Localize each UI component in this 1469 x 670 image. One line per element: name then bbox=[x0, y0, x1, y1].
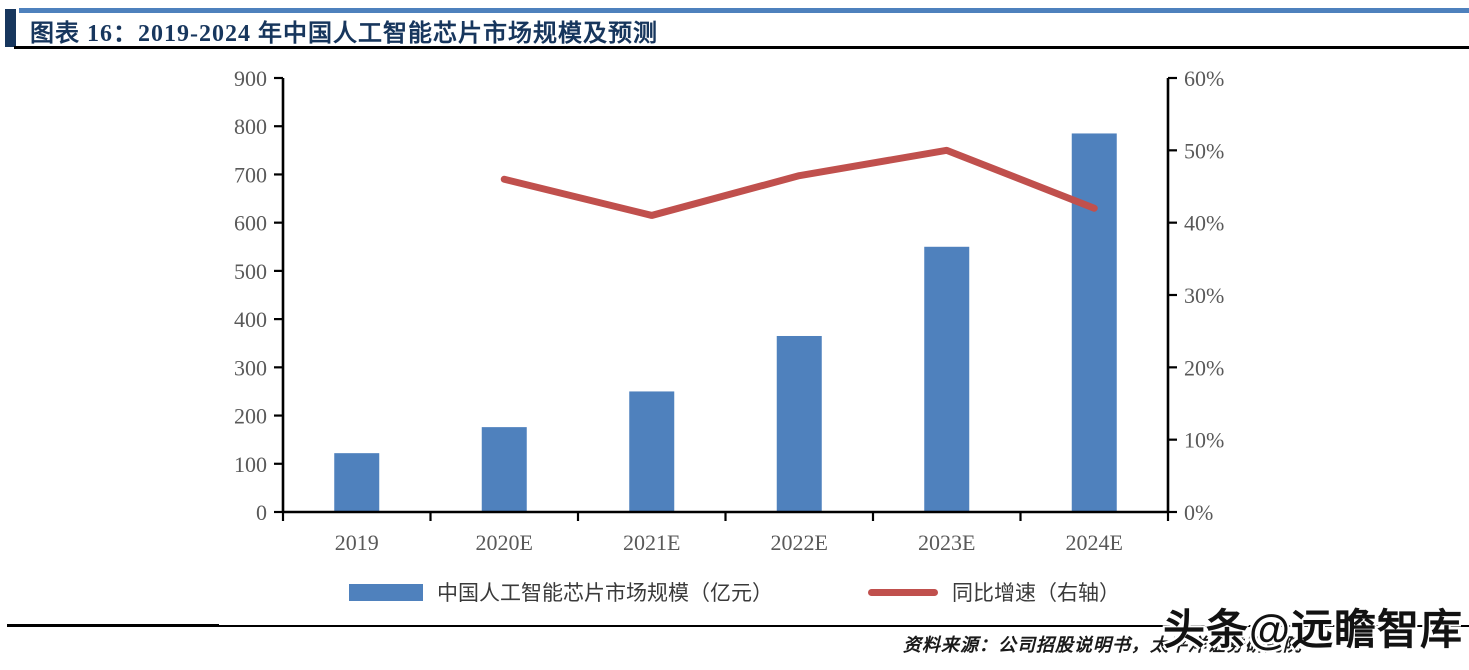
bar-series-label: 中国人工智能芯片市场规模（亿元） bbox=[437, 581, 773, 605]
watermark: 头条@远瞻智库 bbox=[1163, 606, 1463, 653]
bar-2024E bbox=[1071, 133, 1117, 512]
left-tick-label-900: 900 bbox=[234, 66, 267, 91]
left-tick-label-800: 800 bbox=[234, 114, 267, 139]
left-tick-label-300: 300 bbox=[234, 355, 267, 380]
growth-line bbox=[500, 146, 1098, 219]
chart-legend: 中国人工智能芯片市场规模（亿元） 同比增速（右轴） bbox=[0, 577, 1469, 607]
title-underline bbox=[14, 46, 1469, 49]
bar-2022E bbox=[776, 335, 822, 512]
x-label-2021E: 2021E bbox=[623, 530, 680, 555]
right-tick-label-30%: 30% bbox=[1184, 283, 1224, 308]
right-tick-label-60%: 60% bbox=[1184, 66, 1224, 91]
x-label-2020E: 2020E bbox=[476, 530, 533, 555]
source-note: 资料来源：公司招股说明书，太平洋证券研究院 bbox=[903, 635, 1302, 655]
right-tick-label-40%: 40% bbox=[1184, 211, 1224, 236]
chart-title: 图表 16：2019-2024 年中国人工智能芯片市场规模及预测 bbox=[30, 21, 658, 47]
bar-2021E bbox=[629, 391, 675, 512]
line-series-label: 同比增速（右轴） bbox=[952, 581, 1120, 605]
line-series-swatch bbox=[868, 588, 938, 596]
right-tick-label-0%: 0% bbox=[1184, 500, 1213, 525]
legend-item-line: 同比增速（右轴） bbox=[868, 577, 1120, 607]
x-label-2019: 2019 bbox=[335, 530, 379, 555]
left-tick-label-500: 500 bbox=[234, 259, 267, 284]
x-label-2023E: 2023E bbox=[918, 530, 975, 555]
top-rule bbox=[19, 8, 1469, 13]
bar-2023E bbox=[924, 246, 970, 512]
right-tick-label-10%: 10% bbox=[1184, 428, 1224, 453]
left-tick-label-0: 0 bbox=[256, 500, 267, 525]
right-tick-label-50%: 50% bbox=[1184, 138, 1224, 163]
legend-item-bar: 中国人工智能芯片市场规模（亿元） bbox=[349, 577, 773, 607]
bottom-rule-thin bbox=[219, 625, 1469, 627]
bar-2020E bbox=[481, 427, 527, 512]
bottom-rule-thick bbox=[7, 624, 219, 627]
left-tick-label-600: 600 bbox=[234, 211, 267, 236]
x-label-2024E: 2024E bbox=[1066, 530, 1123, 555]
left-tick-label-100: 100 bbox=[234, 452, 267, 477]
left-tick-label-200: 200 bbox=[234, 404, 267, 429]
right-tick-label-20%: 20% bbox=[1184, 355, 1224, 380]
bar-2019 bbox=[334, 453, 380, 512]
x-label-2022E: 2022E bbox=[771, 530, 828, 555]
bar-series-swatch bbox=[349, 583, 423, 601]
title-accent-tick bbox=[5, 9, 16, 47]
left-tick-label-700: 700 bbox=[234, 162, 267, 187]
left-tick-label-400: 400 bbox=[234, 307, 267, 332]
